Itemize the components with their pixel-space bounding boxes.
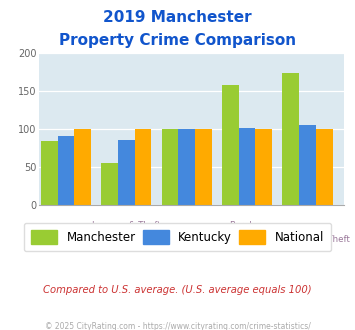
Bar xyxy=(58,136,74,205)
Bar xyxy=(41,141,58,205)
Text: Property Crime Comparison: Property Crime Comparison xyxy=(59,33,296,48)
Text: Motor Vehicle Theft: Motor Vehicle Theft xyxy=(266,235,349,244)
Text: Compared to U.S. average. (U.S. average equals 100): Compared to U.S. average. (U.S. average … xyxy=(43,285,312,295)
Text: All Property Crime: All Property Crime xyxy=(27,235,105,244)
Bar xyxy=(162,129,178,205)
Bar xyxy=(256,129,272,205)
Bar xyxy=(299,125,316,205)
Bar xyxy=(74,129,91,205)
Bar xyxy=(239,128,256,205)
Bar xyxy=(178,129,195,205)
Bar xyxy=(195,129,212,205)
Text: 2019 Manchester: 2019 Manchester xyxy=(103,10,252,25)
Bar xyxy=(118,140,135,205)
Bar xyxy=(282,73,299,205)
Bar xyxy=(101,163,118,205)
Bar xyxy=(135,129,152,205)
Legend: Manchester, Kentucky, National: Manchester, Kentucky, National xyxy=(24,223,331,251)
Text: Burglary: Burglary xyxy=(229,221,266,230)
Text: Arson: Arson xyxy=(174,235,199,244)
Text: Larceny & Theft: Larceny & Theft xyxy=(92,221,160,230)
Bar xyxy=(222,85,239,205)
Text: © 2025 CityRating.com - https://www.cityrating.com/crime-statistics/: © 2025 CityRating.com - https://www.city… xyxy=(45,322,310,330)
Bar xyxy=(316,129,333,205)
